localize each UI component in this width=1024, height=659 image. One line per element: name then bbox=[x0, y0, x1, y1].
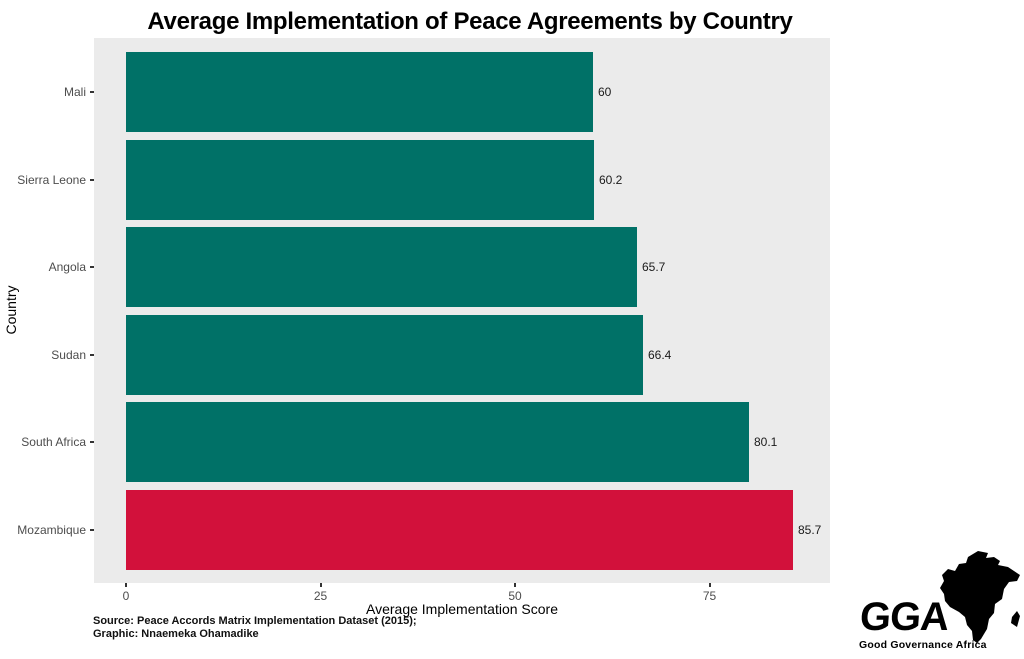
africa-map-icon bbox=[940, 551, 1020, 643]
x-tick-25 bbox=[319, 583, 322, 587]
axis-label-mozambique: Mozambique bbox=[17, 522, 86, 537]
y-tick-mozambique bbox=[90, 528, 94, 531]
axis-label-mali: Mali bbox=[63, 85, 86, 99]
source-caption: Source: Peace Accords Matrix Implementat… bbox=[93, 615, 417, 641]
bar-sierra-leone bbox=[126, 139, 594, 220]
bar-south-africa bbox=[126, 402, 749, 482]
x-axis-title: Average Implementation Score bbox=[366, 601, 558, 617]
bar-mozambique bbox=[126, 489, 793, 570]
y-tick-mali bbox=[90, 91, 94, 93]
x-tick-label-0: 0 bbox=[122, 589, 130, 603]
source-line-2: Graphic: Nnaemeka Ohamadike bbox=[93, 628, 259, 640]
axis-label-angola: Angola bbox=[48, 260, 86, 274]
y-axis-title: Country bbox=[3, 285, 19, 335]
axis-label-sudan: Sudan bbox=[51, 347, 86, 362]
x-tick-75 bbox=[708, 583, 711, 587]
value-label-sudan: 66.4 bbox=[648, 347, 672, 362]
logo-name: Good Governance Africa bbox=[859, 639, 987, 651]
x-tick-label-75: 75 bbox=[702, 589, 717, 603]
x-tick-50 bbox=[514, 583, 516, 587]
y-tick-south-africa bbox=[90, 441, 94, 443]
x-tick-0 bbox=[125, 583, 127, 587]
value-label-south-africa: 80.1 bbox=[754, 435, 778, 449]
y-tick-sudan bbox=[90, 353, 94, 356]
bar-mali bbox=[126, 52, 593, 132]
x-tick-label-25: 25 bbox=[313, 589, 328, 603]
value-label-sierra-leone: 60.2 bbox=[599, 172, 623, 187]
bar-sudan bbox=[126, 314, 643, 395]
value-label-angola: 65.7 bbox=[642, 260, 666, 274]
value-label-mali: 60 bbox=[598, 85, 612, 99]
bar-angola bbox=[126, 227, 637, 307]
y-tick-angola bbox=[90, 266, 94, 268]
x-tick-label-50: 50 bbox=[508, 589, 522, 603]
axis-label-sierra-leone: Sierra Leone bbox=[17, 172, 86, 187]
y-tick-sierra-leone bbox=[90, 178, 94, 181]
gga-logo: GGA Good Governance Africa bbox=[852, 543, 1024, 659]
value-label-mozambique: 85.7 bbox=[798, 522, 822, 537]
source-line-1: Source: Peace Accords Matrix Implementat… bbox=[93, 615, 417, 627]
axis-label-south-africa: South Africa bbox=[21, 435, 86, 449]
chart-title: Average Implementation of Peace Agreemen… bbox=[147, 8, 793, 35]
logo-acronym: GGA bbox=[858, 595, 950, 639]
